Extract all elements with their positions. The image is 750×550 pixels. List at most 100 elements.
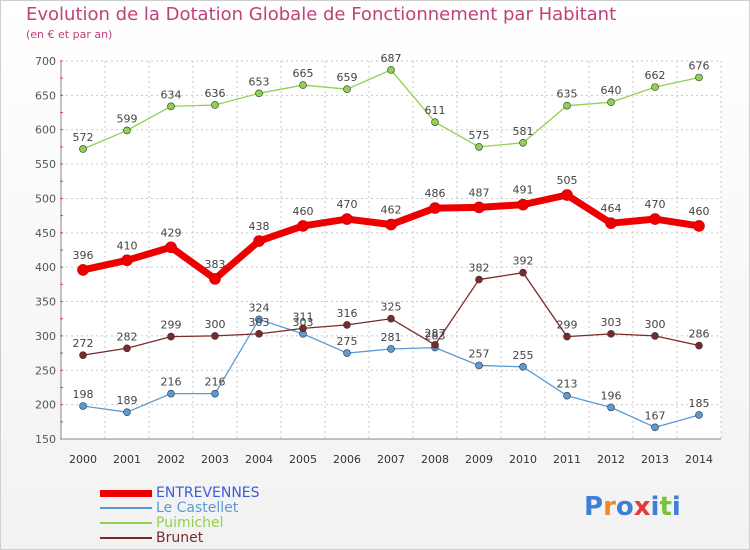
data-point-puimichel (343, 85, 351, 93)
data-label-le-castellet: 213 (557, 378, 578, 391)
data-label-entrevennes: 491 (513, 184, 534, 197)
legend-swatch (100, 489, 152, 497)
data-point-entrevennes (297, 220, 309, 232)
y-tick-label: 450 (35, 227, 56, 240)
data-point-puimichel (255, 89, 263, 98)
x-tick-label: 2001 (113, 453, 141, 466)
data-point-brunet (387, 314, 395, 323)
legend-label: Brunet (156, 530, 204, 546)
data-label-le-castellet: 216 (161, 376, 182, 389)
data-point-le-castellet (343, 349, 351, 357)
data-label-entrevennes: 383 (205, 258, 226, 271)
x-tick-label: 2005 (289, 453, 317, 466)
data-label-puimichel: 640 (601, 84, 622, 97)
data-label-brunet: 272 (73, 337, 94, 350)
y-tick-label: 300 (35, 330, 56, 343)
data-point-brunet (343, 321, 351, 329)
data-label-brunet: 382 (469, 262, 490, 275)
data-label-le-castellet: 275 (337, 335, 358, 348)
legend-item-entrevennes: ENTREVENNES (100, 485, 260, 501)
data-point-puimichel (299, 81, 307, 89)
data-label-le-castellet: 196 (601, 389, 622, 402)
data-point-brunet (167, 332, 175, 341)
data-point-puimichel (519, 138, 527, 147)
data-point-puimichel (123, 126, 131, 135)
legend-swatch (100, 537, 152, 539)
y-tick-label: 200 (35, 399, 56, 412)
data-label-le-castellet: 281 (381, 331, 402, 344)
data-label-puimichel: 575 (469, 129, 490, 142)
data-point-brunet (651, 332, 659, 340)
data-point-brunet (211, 332, 219, 340)
data-point-brunet (563, 332, 571, 341)
x-tick-label: 2004 (245, 453, 273, 466)
data-point-entrevennes (517, 198, 529, 211)
data-point-puimichel (387, 66, 395, 74)
logo-letter: i (671, 492, 681, 522)
data-label-entrevennes: 487 (469, 186, 490, 199)
data-label-le-castellet: 303 (293, 316, 314, 329)
chart-subtitle: (en € et par an) (26, 28, 113, 41)
data-label-puimichel: 659 (337, 71, 358, 84)
data-point-le-castellet (563, 391, 571, 400)
data-label-brunet: 287 (425, 327, 446, 340)
y-tick-label: 250 (35, 364, 56, 377)
data-point-entrevennes (121, 254, 133, 267)
proxiti-logo: Proxiti (584, 492, 681, 522)
data-point-brunet (431, 341, 439, 349)
data-point-brunet (475, 275, 483, 284)
data-point-puimichel (475, 143, 483, 151)
data-point-le-castellet (167, 389, 175, 398)
x-tick-label: 2009 (465, 453, 493, 466)
data-label-brunet: 299 (161, 319, 182, 332)
data-point-puimichel (695, 73, 703, 82)
legend-item-brunet: Brunet (100, 530, 204, 546)
data-point-entrevennes (605, 217, 617, 229)
data-point-le-castellet (651, 423, 659, 432)
logo-letter: P (584, 492, 604, 522)
data-label-le-castellet: 189 (117, 394, 138, 407)
data-label-entrevennes: 505 (557, 174, 578, 187)
data-label-brunet: 286 (689, 328, 710, 341)
y-tick-label: 150 (35, 433, 56, 446)
data-label-entrevennes: 410 (117, 239, 138, 252)
data-label-entrevennes: 462 (381, 204, 402, 217)
x-tick-label: 2003 (201, 453, 229, 466)
data-label-entrevennes: 460 (293, 205, 314, 218)
data-label-puimichel: 665 (293, 67, 314, 80)
data-point-puimichel (167, 102, 175, 111)
data-label-entrevennes: 486 (425, 187, 446, 200)
data-point-entrevennes (561, 189, 573, 201)
data-point-le-castellet (211, 389, 219, 398)
data-point-entrevennes (693, 220, 705, 232)
logo-letter: r (603, 492, 616, 522)
x-tick-label: 2010 (509, 453, 537, 466)
x-tick-label: 2002 (157, 453, 185, 466)
data-label-entrevennes: 460 (689, 205, 710, 218)
x-tick-label: 2000 (69, 453, 97, 466)
legend-label: Le Castellet (156, 500, 239, 516)
data-point-entrevennes (253, 235, 265, 247)
data-point-le-castellet (255, 315, 263, 324)
data-point-le-castellet (519, 363, 527, 371)
logo-letter: o (615, 492, 634, 522)
data-point-puimichel (607, 98, 615, 107)
data-point-entrevennes (209, 273, 221, 285)
x-tick-label: 2006 (333, 453, 361, 466)
data-label-entrevennes: 396 (73, 249, 94, 262)
data-point-puimichel (79, 145, 87, 153)
data-point-entrevennes (341, 213, 353, 225)
legend-item-puimichel: Puimichel (100, 515, 224, 531)
data-label-puimichel: 572 (73, 131, 94, 144)
data-label-puimichel: 581 (513, 125, 534, 138)
data-point-entrevennes (429, 202, 441, 214)
data-label-puimichel: 599 (117, 112, 138, 125)
data-point-entrevennes (77, 264, 89, 276)
data-point-puimichel (651, 83, 659, 91)
logo-letter: x (633, 492, 651, 522)
data-point-le-castellet (123, 408, 131, 416)
y-tick-label: 700 (35, 55, 56, 68)
legend-label: ENTREVENNES (156, 485, 260, 501)
data-label-brunet: 300 (205, 318, 226, 331)
